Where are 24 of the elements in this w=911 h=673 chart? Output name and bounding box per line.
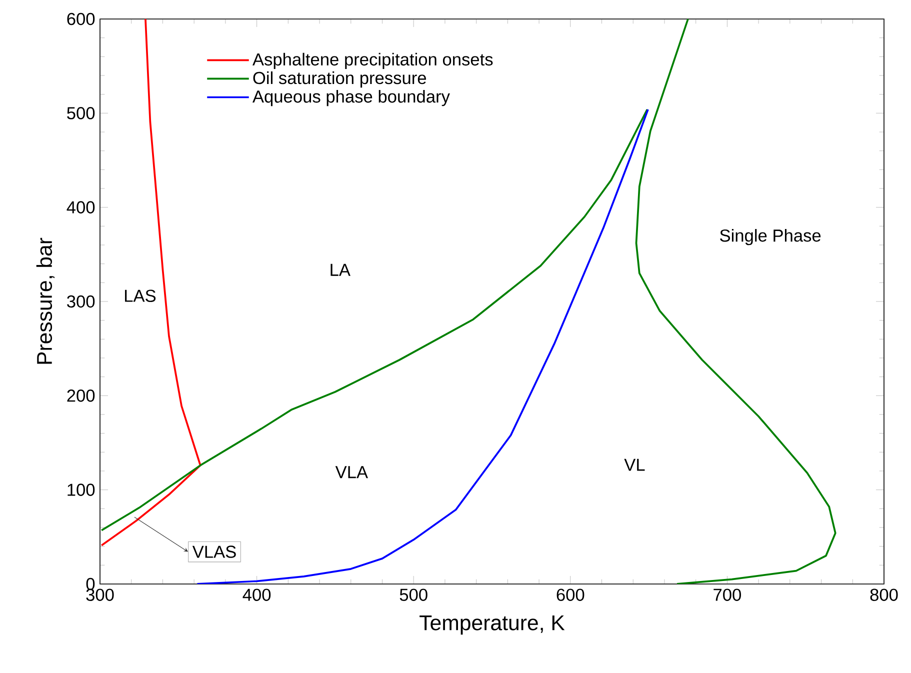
- y-tick-label: 500: [67, 107, 95, 120]
- annotation: VL: [624, 458, 645, 471]
- y-tick-label: 600: [67, 12, 95, 26]
- x-tick-label: 800: [870, 588, 898, 601]
- y-tick-label: 100: [68, 484, 95, 496]
- legend-label: Aqueous phase boundary: [252, 90, 450, 106]
- y-tick-label: 200: [67, 390, 95, 402]
- annotation: VLAS: [192, 546, 236, 558]
- x-tick-label: 300: [86, 588, 114, 601]
- x-tick-label: 400: [242, 588, 271, 601]
- legend-label: Asphaltene precipitation onsets: [252, 52, 493, 70]
- x-tick-label: 700: [714, 588, 741, 601]
- y-axis-title: Pressure, bar: [36, 238, 55, 364]
- y-tick-label: 400: [66, 201, 95, 214]
- x-axis-title: Temperature, K: [420, 615, 565, 635]
- annotation: Single Phase: [720, 228, 821, 246]
- line-series: [100, 19, 202, 546]
- legend-label: Oil saturation pressure: [253, 71, 426, 88]
- y-tick-label: 300: [67, 295, 95, 308]
- x-tick-label: 600: [556, 588, 584, 601]
- annotation: VLA: [335, 466, 368, 478]
- annotation: LAS: [125, 290, 156, 302]
- annotation: LA: [330, 264, 350, 276]
- x-tick-label: 500: [400, 588, 428, 601]
